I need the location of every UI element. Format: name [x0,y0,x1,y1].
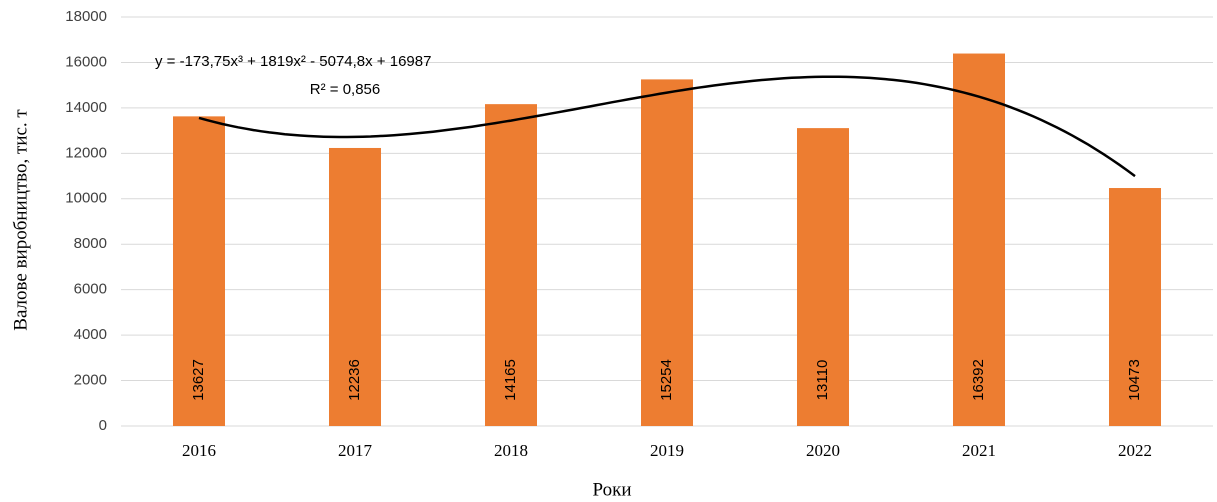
x-tick-label: 2017 [338,441,373,460]
y-tick-label: 8000 [74,235,107,252]
bar [173,116,225,426]
trendline-equation: y = -173,75x³ + 1819x² - 5074,8x + 16987 [155,53,431,70]
y-tick-label: 2000 [74,372,107,389]
bar [797,128,849,426]
x-tick-label: 2022 [1118,441,1152,460]
value-label: 10473 [1126,359,1143,401]
bar [953,53,1005,427]
y-tick-label: 18000 [65,8,107,25]
value-label: 16392 [970,359,987,401]
x-tick-label: 2018 [494,441,528,460]
x-tick-label: 2016 [182,441,216,460]
trendline-r2: R² = 0,856 [310,81,380,98]
value-label: 13110 [814,360,831,401]
x-tick-label: 2021 [962,441,996,460]
y-tick-label: 12000 [65,144,107,161]
y-tick-label: 4000 [74,326,107,343]
bar [329,147,381,426]
y-tick-label: 14000 [65,99,107,116]
bar [1109,188,1161,426]
y-axis-title: Валове виробництво, тис. т [10,109,31,331]
y-tick-label: 6000 [74,281,107,298]
y-tick-label: 10000 [65,190,107,207]
x-tick-label: 2020 [806,441,840,460]
bar [485,104,537,427]
x-tick-label: 2019 [650,441,684,460]
value-label: 12236 [346,359,363,401]
value-label: 13627 [190,359,207,401]
value-label: 15254 [658,359,675,401]
x-axis-title: Роки [593,479,632,500]
y-tick-label: 16000 [65,53,107,70]
trendline [198,75,1136,178]
y-tick-label: 0 [99,417,107,434]
bar [641,79,693,426]
value-label: 14165 [502,359,519,401]
